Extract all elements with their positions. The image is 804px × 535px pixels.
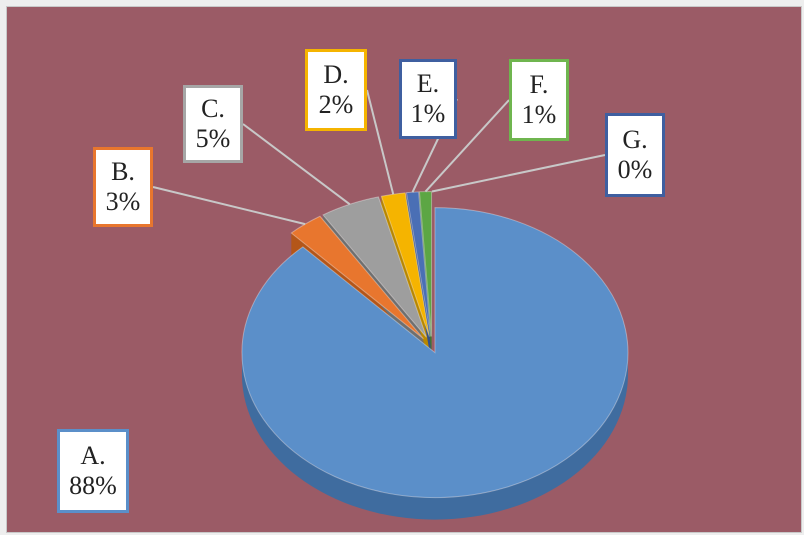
- leader-line-g: [431, 154, 606, 193]
- data-label-g: G. 0%: [605, 113, 665, 197]
- data-label-d-name: D.: [323, 60, 349, 89]
- data-label-b-name: B.: [111, 157, 135, 186]
- data-label-f-name: F.: [529, 70, 549, 99]
- pie-slice-e: [405, 191, 432, 337]
- leader-line-f: [424, 99, 510, 193]
- data-label-d: D. 2%: [305, 49, 367, 131]
- leader-line-b: [152, 186, 306, 226]
- data-label-f: F. 1%: [509, 59, 569, 141]
- data-label-b: B. 3%: [93, 147, 153, 227]
- data-label-g-pct: 0%: [617, 155, 653, 184]
- pie-slice-b: [290, 215, 424, 340]
- data-label-f-pct: 1%: [521, 100, 557, 129]
- leader-line-d: [366, 89, 395, 195]
- leader-line-c: [242, 123, 351, 206]
- data-label-c: C. 5%: [183, 85, 243, 163]
- data-label-b-pct: 3%: [105, 187, 141, 216]
- data-label-c-name: C.: [201, 94, 225, 123]
- data-label-e-pct: 1%: [410, 99, 446, 128]
- data-label-a-pct: 88%: [69, 471, 117, 500]
- pie-slice-a: [241, 207, 629, 499]
- pie-slice-d: [380, 192, 430, 337]
- data-label-g-name: G.: [622, 125, 648, 154]
- data-label-d-pct: 2%: [318, 90, 354, 119]
- data-label-e: E. 1%: [399, 59, 457, 139]
- chart-area: A. 88% B. 3% C. 5% D. 2% E. 1% F. 1% G. …: [6, 6, 802, 533]
- data-label-e-name: E.: [416, 69, 440, 98]
- data-label-a: A. 88%: [57, 429, 129, 513]
- pie-chart: [152, 89, 629, 520]
- data-label-c-pct: 5%: [195, 124, 231, 153]
- data-label-a-name: A.: [80, 441, 106, 470]
